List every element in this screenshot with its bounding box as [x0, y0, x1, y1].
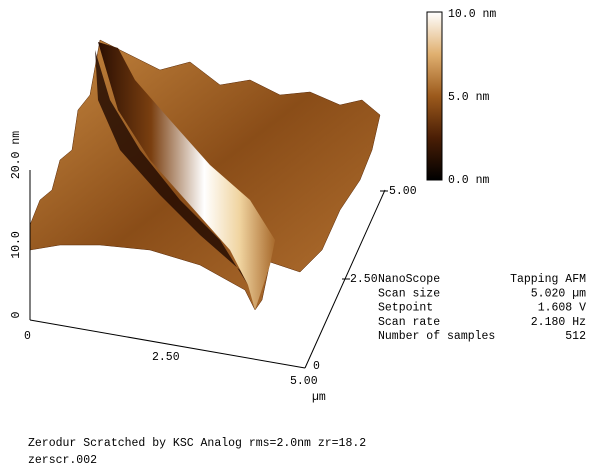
info-value: 512	[565, 330, 586, 343]
y-axis-label: 2.50	[350, 273, 378, 286]
info-label: NanoScope	[378, 273, 440, 286]
y-axis-label: 0	[313, 360, 320, 373]
afm-figure: 10.0 nm 5.0 nm 0.0 nm 20.0 nm 10.0 0 0 2…	[0, 0, 591, 471]
z-axis-title: 20.0 nm	[10, 131, 23, 179]
info-label: Scan size	[378, 287, 440, 300]
x-axis-label: 2.50	[152, 351, 180, 364]
z-axis-label: 10.0	[10, 231, 23, 259]
y-axis-label: 5.00	[389, 185, 417, 198]
info-value: 1.608 V	[538, 302, 586, 315]
caption: Zerodur Scratched by KSC Analog rms=2.0n…	[28, 437, 366, 450]
info-value: 5.020 µm	[531, 287, 586, 300]
colorbar-label: 5.0 nm	[448, 91, 490, 104]
info-label: Number of samples	[378, 330, 495, 343]
info-label: Scan rate	[378, 316, 440, 329]
colorbar	[427, 12, 442, 180]
surface-3d	[30, 40, 380, 310]
colorbar-label: 0.0 nm	[448, 174, 490, 187]
x-axis-label: 5.00	[290, 375, 318, 388]
x-axis-unit: µm	[312, 391, 326, 404]
info-value: 2.180 Hz	[531, 316, 586, 329]
z-axis-label: 0	[10, 311, 23, 318]
colorbar-label: 10.0 nm	[448, 8, 496, 21]
caption: zerscr.002	[28, 454, 97, 467]
info-table: NanoScope Tapping AFM Scan size 5.020 µm Set…	[378, 273, 586, 343]
x-axis-label: 0	[24, 330, 31, 343]
info-value: Tapping AFM	[510, 273, 586, 286]
info-label: Setpoint	[378, 302, 433, 315]
